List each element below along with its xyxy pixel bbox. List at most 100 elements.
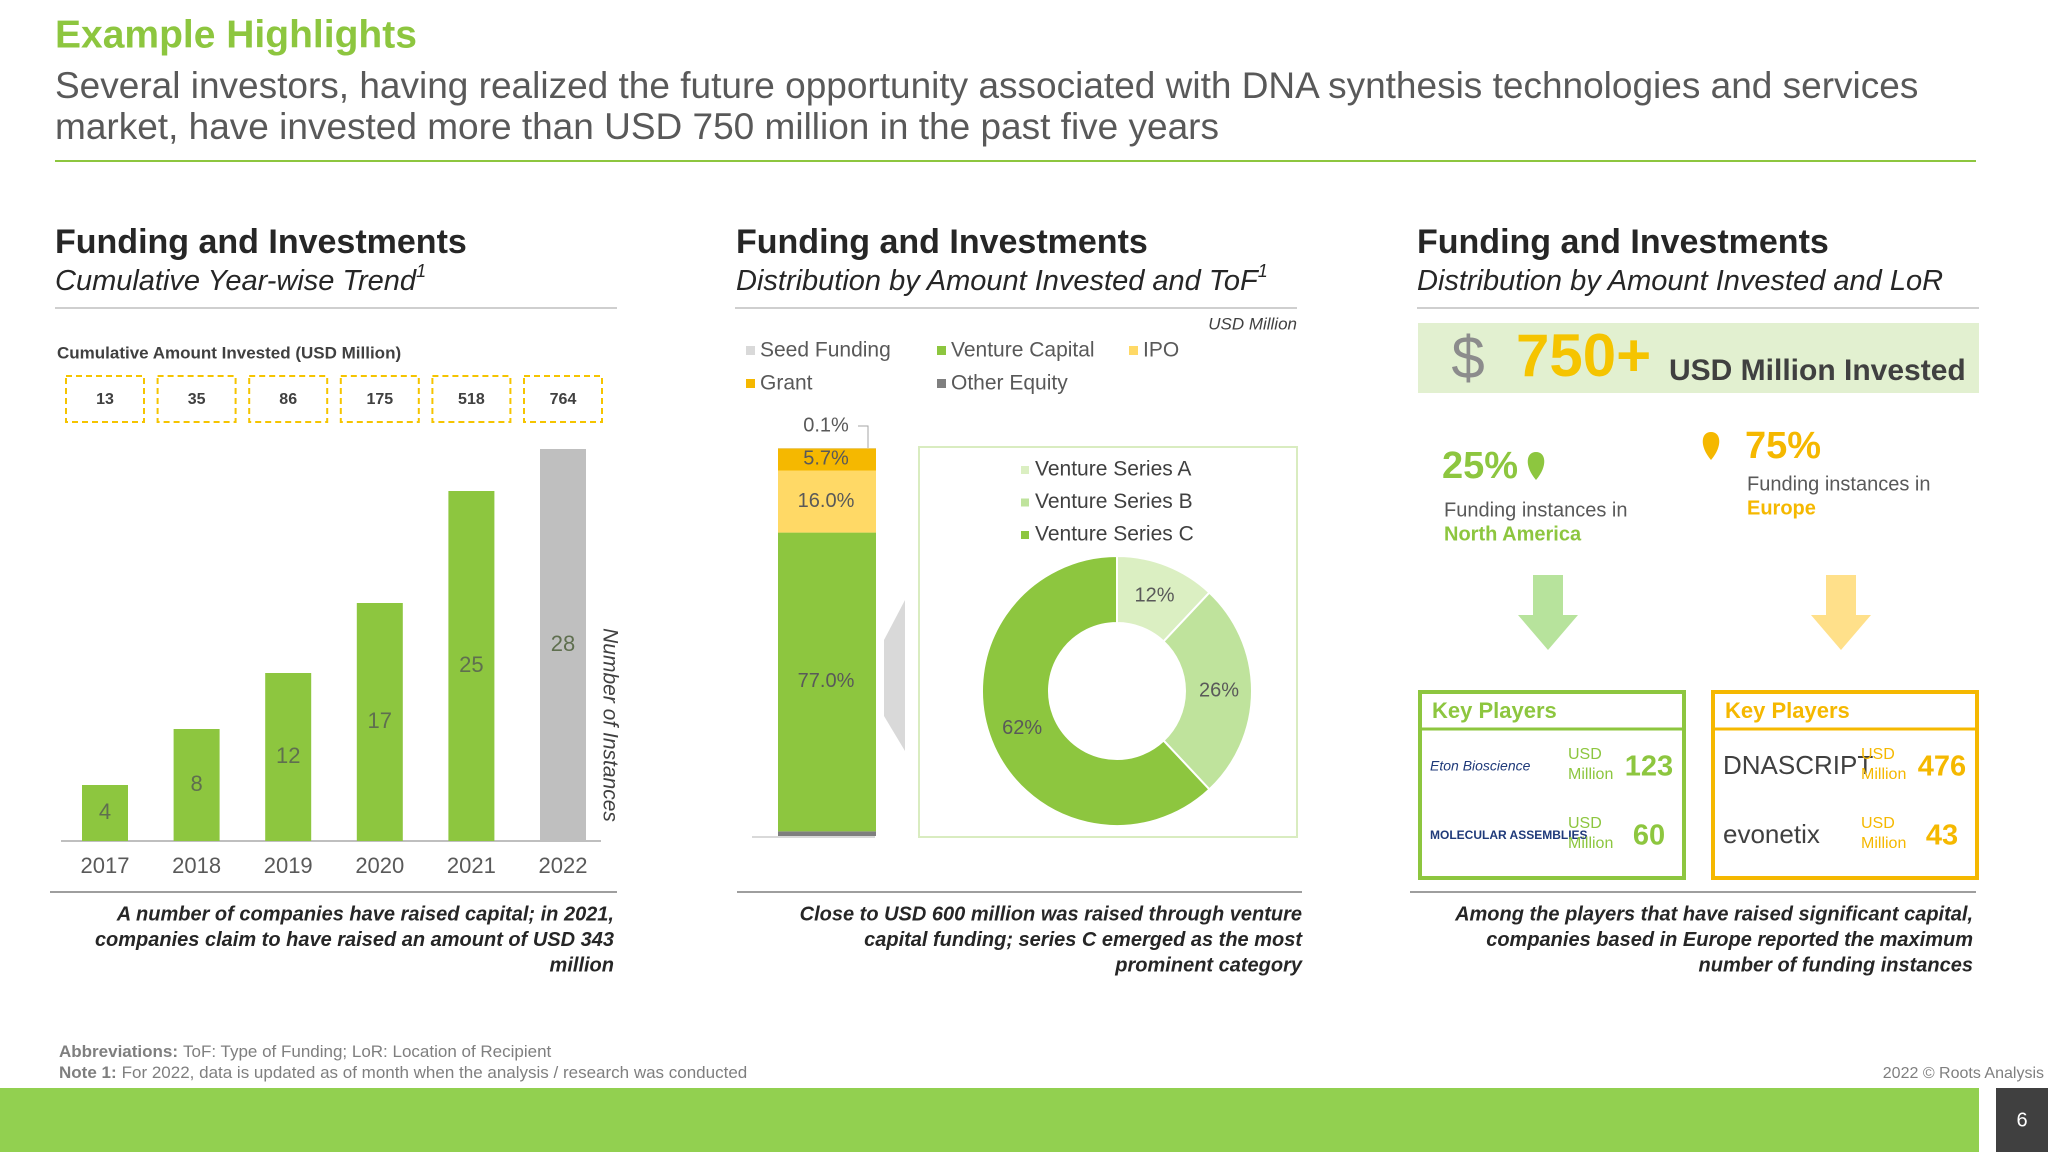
legend-label: Venture Series B [1035, 490, 1193, 513]
x-tick-label: 2019 [264, 853, 313, 878]
legend-swatch [1021, 498, 1029, 507]
stack-segment [778, 831, 876, 836]
bar-label: 28 [551, 631, 575, 656]
bar-label: 25 [459, 652, 483, 677]
legend-label: Venture Capital [951, 339, 1095, 362]
subtitle: Several investors, having realized the f… [55, 65, 1918, 106]
x-tick-label: 2020 [355, 853, 404, 878]
bar [540, 449, 586, 841]
region-share: 75% [1745, 425, 1821, 467]
connector [884, 600, 905, 751]
legend-swatch [746, 379, 755, 388]
total-label: 35 [188, 391, 206, 408]
note-text: For 2022, data is updated as of month wh… [122, 1063, 748, 1082]
legend-swatch [1129, 346, 1138, 355]
currency: $ [1451, 324, 1484, 391]
pin-icon [1527, 452, 1545, 480]
panel-subtitle-text: Cumulative Year-wise Trend [55, 265, 417, 297]
legend-swatch [937, 346, 946, 355]
amount-unit: USD [1861, 815, 1895, 832]
copyright: 2022 © Roots Analysis [1883, 1065, 2044, 1082]
player-logo: evonetix [1723, 819, 1820, 849]
player-amount: 476 [1918, 751, 1966, 783]
caption: prominent category [1114, 954, 1303, 976]
legend-label: Venture Series C [1035, 523, 1194, 546]
legend-swatch [937, 379, 946, 388]
slice-label: 26% [1199, 679, 1239, 701]
caption: million [550, 954, 614, 976]
total-box [248, 375, 329, 423]
x-tick-label: 2022 [539, 853, 588, 878]
note-label: Note 1: [59, 1063, 117, 1082]
footer-bar [0, 1088, 1979, 1152]
players-box [1418, 690, 1686, 880]
footnote: 1 [1258, 261, 1268, 281]
x-tick-label: 2017 [81, 853, 130, 878]
region-name: North America [1444, 523, 1582, 545]
caption: Close to USD 600 million was raised thro… [800, 903, 1302, 925]
legend-label: Other Equity [951, 372, 1068, 395]
panel-subtitle: Distribution by Amount Invested and ToF1 [736, 261, 1268, 297]
total-label: 518 [458, 391, 485, 408]
note: Note 1: For 2022, data is updated as of m… [59, 1063, 747, 1082]
segment-label: 5.7% [803, 448, 849, 470]
amount: 750+ [1516, 322, 1651, 389]
panel-title: Funding and Investments [736, 223, 1148, 261]
panel-subtitle: Distribution by Amount Invested and LoR [1417, 265, 1943, 297]
amount-unit: USD [1568, 815, 1602, 832]
abbreviations-label: Abbreviations: [59, 1042, 178, 1061]
region-text: Funding instances in [1444, 499, 1627, 521]
y-axis-label: Number of Instances [598, 628, 621, 822]
amount-label: USD Million Invested [1669, 354, 1966, 387]
legend-label: IPO [1143, 339, 1179, 362]
slice-label: 12% [1135, 584, 1175, 606]
x-tick-label: 2021 [447, 853, 496, 878]
players-title: Key Players [1432, 698, 1557, 723]
segment-label: 77.0% [798, 670, 855, 692]
panel-subtitle-text: Distribution by Amount Invested and ToF [736, 265, 1260, 297]
players-box [1711, 690, 1979, 880]
title: Example Highlights [55, 13, 417, 56]
legend-swatch [746, 346, 755, 355]
total-label: 86 [279, 391, 297, 408]
players-title: Key Players [1725, 698, 1850, 723]
total-box [156, 375, 237, 423]
panel-title: Funding and Investments [55, 223, 467, 261]
player-amount: 43 [1926, 820, 1958, 852]
subtitle: market, have invested more than USD 750 … [55, 106, 1219, 147]
unit-label: USD Million [1208, 314, 1297, 333]
bar [173, 729, 220, 841]
chart-label: Cumulative Amount Invested (USD Million) [57, 343, 401, 362]
bar-label: 4 [99, 799, 111, 824]
segment-label: 16.0% [798, 490, 855, 512]
region-share: 25% [1442, 445, 1518, 487]
panel-title: Funding and Investments [1417, 223, 1829, 261]
x-tick-label: 2018 [172, 853, 221, 878]
pin-icon [1702, 432, 1720, 460]
bar [448, 491, 495, 841]
donut-frame [918, 446, 1298, 838]
bar [356, 603, 403, 841]
arrow [1518, 575, 1578, 650]
leader [858, 425, 869, 448]
player-amount: 123 [1625, 751, 1673, 783]
amount-unit: USD [1568, 746, 1602, 763]
caption: Among the players that have raised signi… [1454, 903, 1973, 925]
caption: capital funding; series C emerged as the… [864, 929, 1303, 951]
slice-label: 62% [1002, 717, 1042, 739]
donut-hole [1049, 623, 1185, 759]
banner [1418, 323, 1979, 393]
footnote: 1 [416, 261, 426, 281]
caption: companies claim to have raised an amount… [95, 929, 614, 951]
bar [265, 673, 312, 841]
legend-swatch [1021, 531, 1029, 539]
amount-unit: USD [1861, 746, 1895, 763]
caption: number of funding instances [1699, 954, 1973, 976]
segment-label: 0.1% [803, 414, 849, 436]
bar-label: 12 [276, 743, 300, 768]
player-logo: DNASCRIPT [1723, 750, 1873, 780]
legend-label: Venture Series A [1035, 458, 1191, 481]
total-box [431, 375, 512, 423]
amount-unit: Million [1861, 835, 1906, 852]
